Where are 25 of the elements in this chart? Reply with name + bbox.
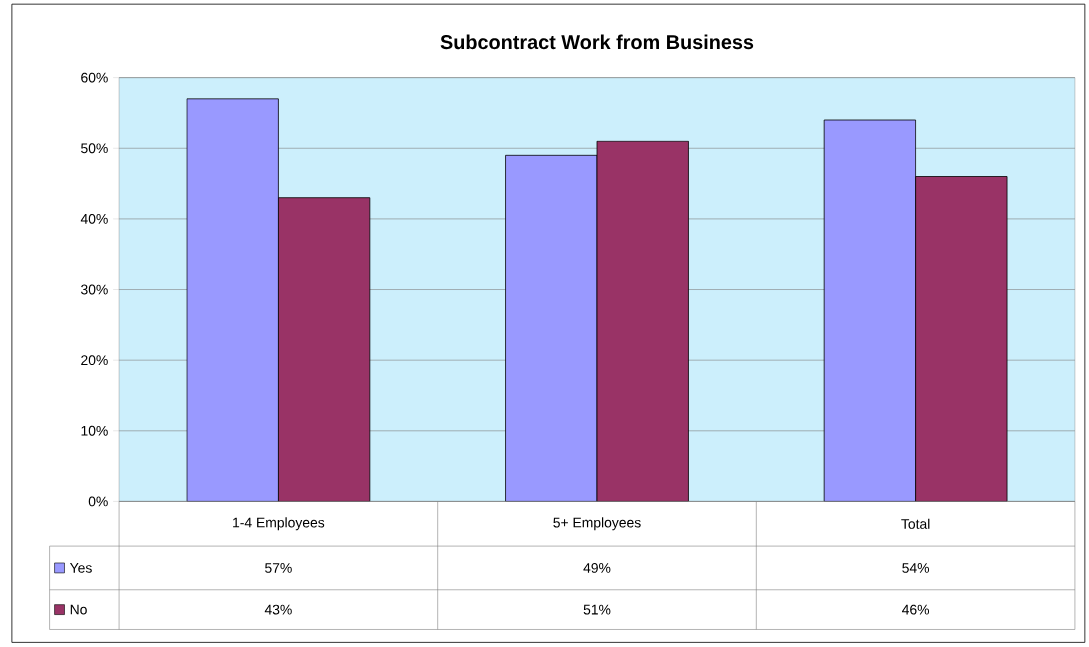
chart-title: Subcontract Work from Business	[440, 34, 754, 50]
x-tick-label: 5+ Employees	[553, 517, 641, 531]
x-tick-label: 1-4 Employees	[233, 517, 325, 531]
y-tick-label: 60%	[81, 72, 108, 83]
y-tick-label: 30%	[81, 284, 108, 295]
y-tick-label: 10%	[81, 426, 108, 436]
y-tick-label: 50%	[81, 143, 108, 154]
data-label: 46%	[902, 604, 930, 615]
data-label: 54%	[902, 563, 930, 574]
legend-label: No	[70, 605, 87, 615]
y-tick-label: 20%	[81, 355, 108, 366]
bar	[505, 155, 598, 502]
bar	[915, 176, 1008, 502]
legend-label: Yes	[69, 563, 92, 574]
data-label: 43%	[264, 604, 292, 615]
data-label: 57%	[265, 563, 292, 574]
bar	[186, 98, 279, 502]
data-label: 49%	[583, 563, 611, 574]
y-tick-label: 0%	[88, 496, 108, 507]
y-tick-label: 40%	[80, 214, 108, 225]
bar	[277, 197, 371, 502]
bar	[596, 141, 689, 502]
x-tick-label: Total	[901, 518, 930, 530]
data-label: 51%	[583, 604, 611, 615]
bar	[823, 119, 917, 502]
